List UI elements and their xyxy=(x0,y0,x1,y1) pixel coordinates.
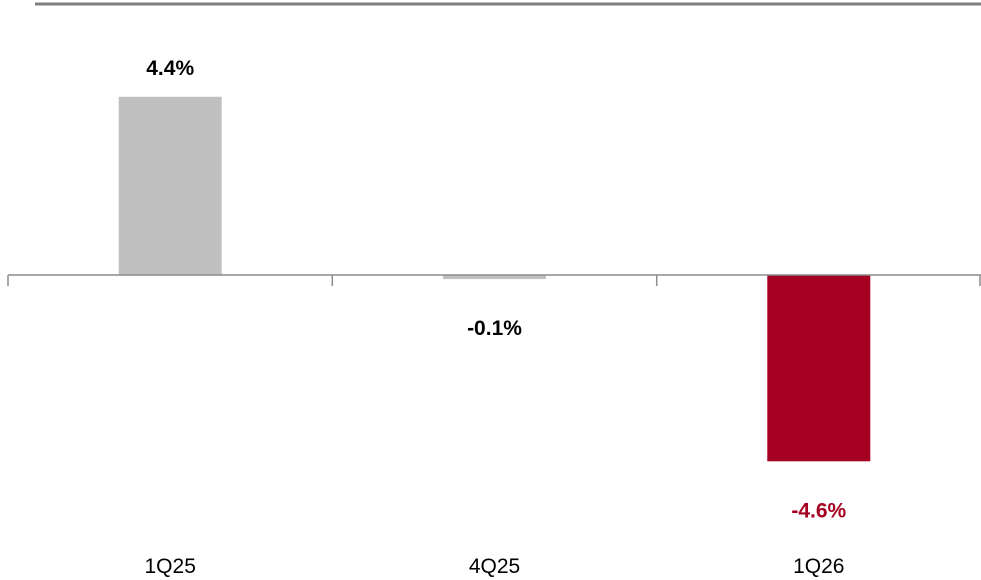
value-labels-group: 4.4% -0.1% -4.6% xyxy=(146,57,846,522)
category-labels-group: 1Q25 4Q25 1Q26 xyxy=(145,555,845,578)
tick-label-1Q25: 1Q25 xyxy=(145,555,196,578)
bar-1Q26 xyxy=(767,275,871,462)
value-label-1Q25: 4.4% xyxy=(146,57,194,80)
bar-1Q25 xyxy=(118,96,222,275)
x-axis xyxy=(7,274,981,286)
value-label-4Q25: -0.1% xyxy=(467,317,522,340)
value-label-1Q26: -4.6% xyxy=(791,499,846,522)
tick-label-1Q26: 1Q26 xyxy=(793,555,844,578)
tick-label-4Q25: 4Q25 xyxy=(469,555,520,578)
bars-group xyxy=(118,96,871,462)
bar-4Q25 xyxy=(443,275,546,280)
